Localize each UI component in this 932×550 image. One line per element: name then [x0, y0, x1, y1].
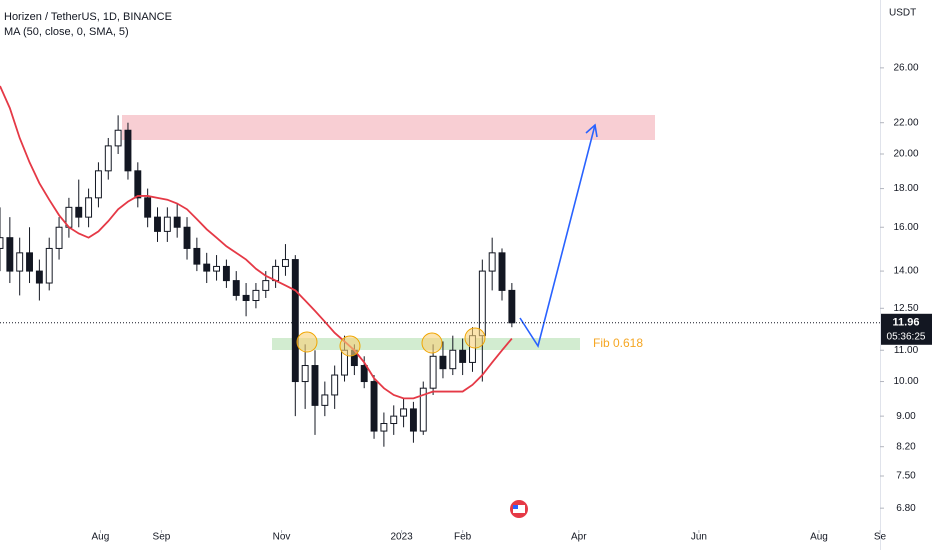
candle-body	[419, 387, 427, 432]
x-tick-label: Apr	[571, 532, 587, 543]
candle-body	[311, 365, 319, 406]
x-tick-label: Aug	[810, 532, 828, 543]
candle-body	[478, 270, 486, 337]
x-tick-label: Aug	[92, 532, 110, 543]
candle-body	[104, 145, 112, 172]
candle-body	[390, 415, 398, 425]
candle-body	[360, 365, 368, 383]
candle-body	[193, 247, 201, 265]
candle-body	[144, 197, 152, 218]
y-tick-label: 18.00	[893, 183, 918, 194]
currency: USDT	[889, 8, 916, 19]
y-tick-label: 16.00	[893, 222, 918, 233]
fib-label: Fib 0.618	[593, 336, 643, 350]
candle-body	[94, 170, 102, 199]
candle-body	[124, 129, 132, 172]
candle-body	[55, 226, 63, 249]
resistance-zone	[122, 115, 655, 140]
candle-body	[498, 252, 506, 291]
candle-body	[409, 408, 417, 432]
candle-body	[114, 129, 122, 147]
touch-circle	[339, 335, 361, 357]
y-tick-label: 20.00	[893, 149, 918, 160]
candle-body	[222, 265, 230, 282]
candle-body	[282, 259, 289, 267]
ma-line	[0, 85, 513, 400]
x-tick-label: Sep	[153, 532, 171, 543]
arrow-head	[585, 123, 598, 138]
candle-body	[75, 206, 83, 218]
price-box	[881, 313, 932, 345]
logo	[510, 500, 528, 518]
candle-body	[400, 408, 408, 417]
candle-body	[380, 423, 388, 432]
touch-circle	[421, 332, 443, 354]
touch-circle	[464, 327, 486, 349]
candle-body	[272, 265, 280, 282]
y-tick-label: 11.00	[894, 345, 919, 356]
candle-body	[459, 349, 467, 363]
candle-body	[16, 252, 24, 272]
candle-body	[85, 197, 93, 218]
legend-title: Horizen / TetherUS, 1D, BINANCE	[4, 11, 172, 23]
candle-body	[183, 226, 191, 249]
candle-body	[301, 365, 309, 383]
y-tick-label: 26.00	[893, 62, 918, 73]
candle-body	[321, 394, 329, 406]
candle-body	[203, 263, 211, 272]
candle-body	[0, 237, 4, 249]
y-tick-label: 6.80	[896, 503, 916, 514]
candle-body	[154, 216, 161, 232]
price-label: 11.96	[893, 317, 920, 329]
x-tick-label: Se	[874, 532, 887, 543]
candle-body	[232, 280, 240, 296]
candle-body	[262, 280, 270, 291]
candle-body	[331, 374, 339, 396]
plot	[0, 85, 516, 447]
candle-body	[252, 289, 260, 302]
x-tick-label: Jun	[691, 532, 707, 543]
fib-circles	[296, 327, 486, 357]
candle-body	[163, 216, 171, 232]
legend-ma: MA (50, close, 0, SMA, 5)	[4, 26, 129, 38]
candle-body	[213, 265, 221, 272]
candle-body	[35, 270, 43, 284]
y-tick-label: 14.00	[893, 266, 918, 277]
candle-body	[6, 237, 14, 272]
candle-body	[242, 294, 250, 302]
y-tick-label: 8.20	[896, 441, 916, 452]
candle-body	[508, 289, 516, 324]
countdown: 05:36:25	[887, 331, 926, 342]
candle-body	[26, 252, 33, 272]
y-tick-label: 12.50	[893, 303, 918, 314]
x-tick-label: Nov	[273, 532, 291, 543]
candle-body	[439, 355, 447, 370]
x-tick-label: Feb	[454, 532, 472, 543]
candle-body	[429, 355, 437, 389]
touch-circle	[296, 331, 318, 353]
candle-body	[134, 170, 142, 199]
candle-body	[45, 247, 53, 284]
candle-body	[488, 252, 496, 272]
y-tick-label: 10.00	[893, 376, 918, 387]
y-tick-label: 9.00	[896, 411, 916, 422]
candle-body	[370, 381, 378, 432]
candle-body	[449, 349, 457, 370]
projection-arrow	[519, 124, 596, 348]
y-tick-label: 22.00	[893, 117, 918, 128]
candle-body	[291, 259, 299, 383]
candle-body	[173, 216, 181, 228]
x-tick-label: 2023	[390, 532, 413, 543]
y-tick-label: 7.50	[896, 471, 916, 482]
